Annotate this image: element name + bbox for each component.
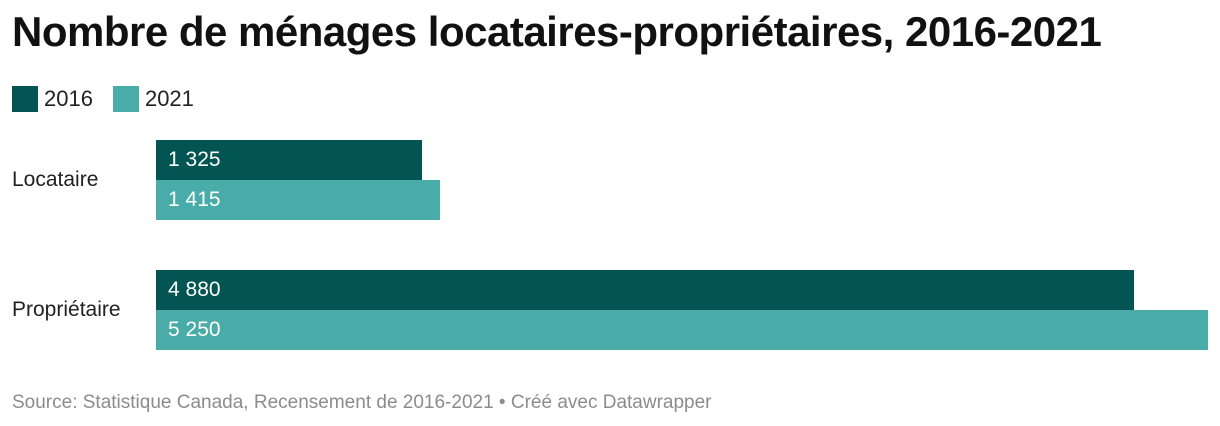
source-note: Source: Statistique Canada, Recensement … xyxy=(12,392,712,413)
chart-title: Nombre de ménages locataires-propriétair… xyxy=(12,8,1102,55)
bar xyxy=(156,310,1208,350)
bar-value-label: 1 325 xyxy=(168,148,221,171)
legend-item-2021: 2021 xyxy=(112,86,194,112)
legend-swatch-2021 xyxy=(112,86,139,112)
chart-legend: 2016 2021 xyxy=(12,86,214,112)
category-label: Propriétaire xyxy=(12,298,121,321)
bar xyxy=(156,140,422,180)
bar-value-label: 1 415 xyxy=(168,188,221,211)
bar xyxy=(156,270,1134,310)
bar-value-label: 4 880 xyxy=(168,278,221,301)
category-label: Locataire xyxy=(12,168,99,191)
bar-value-label: 5 250 xyxy=(168,318,221,341)
legend-label-2016: 2016 xyxy=(44,86,93,111)
legend-swatch-2016 xyxy=(12,86,38,112)
bar xyxy=(156,180,440,220)
legend-label-2021: 2021 xyxy=(144,86,194,111)
legend-item-2016: 2016 xyxy=(12,86,93,112)
